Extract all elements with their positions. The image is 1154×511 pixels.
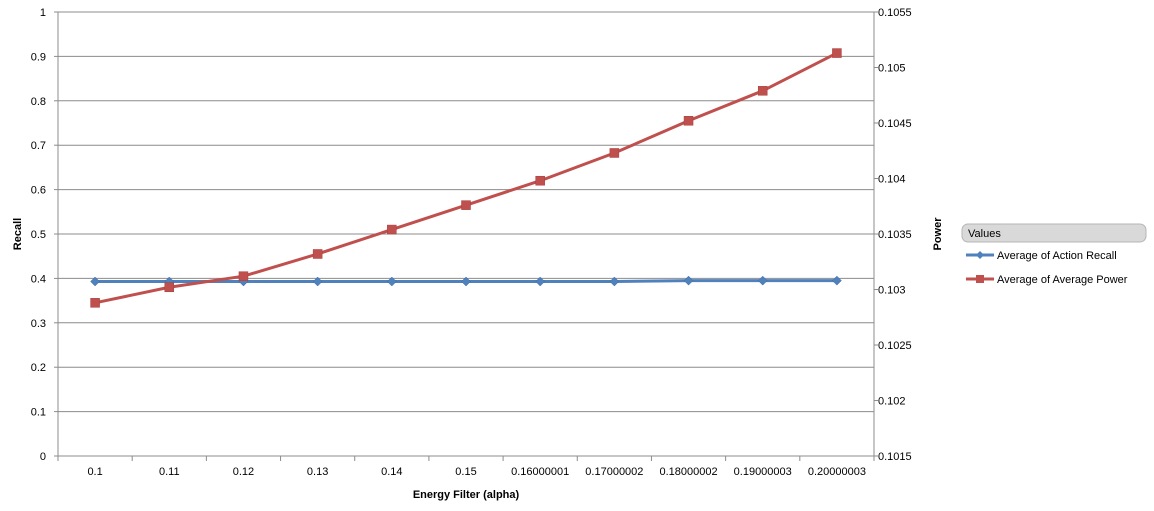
data-point — [386, 276, 397, 287]
y-tick-label: 0.2 — [31, 362, 46, 374]
y2-tick-label: 0.1015 — [878, 451, 912, 463]
y2-tick-label: 0.102 — [878, 396, 906, 408]
data-point — [683, 275, 694, 286]
y-tick-label: 0.5 — [31, 229, 46, 241]
y-tick-label: 0.7 — [31, 140, 46, 152]
y-tick-label: 0.9 — [31, 51, 46, 63]
y-tick-label: 1 — [40, 7, 46, 19]
x-tick-label: 0.18000002 — [659, 466, 717, 478]
y-tick-label: 0.4 — [31, 273, 46, 285]
y2-tick-label: 0.1025 — [878, 340, 912, 352]
x-tick-label: 0.11 — [159, 466, 180, 478]
x-tick-label: 0.17000002 — [585, 466, 643, 478]
data-point — [832, 48, 842, 58]
legend: Values Average of Action Recall Average o… — [961, 223, 1147, 286]
tick-labels: 0 0.1 0.2 0.3 0.4 0.5 0.6 0.7 0.8 0.9 1 0.1015 0.102… — [31, 7, 912, 478]
y-tick-label: 0 — [40, 451, 46, 463]
x-tick-label: 0.12 — [233, 466, 254, 478]
legend-item: Average of Action Recall — [966, 250, 1117, 262]
x-tick-label: 0.13 — [307, 466, 328, 478]
y-tick-label: 0.8 — [31, 96, 46, 108]
legend-header-bg — [961, 223, 1147, 243]
gridlines — [58, 11, 874, 457]
series-line — [94, 51, 838, 305]
y2-tick-label: 0.1035 — [878, 229, 912, 241]
data-point — [609, 276, 620, 287]
legend-label: Average of Action Recall — [997, 250, 1117, 262]
y-axis-title: Recall — [12, 218, 24, 250]
x-axis-title: Energy Filter (alpha) — [413, 489, 520, 501]
x-tick-label: 0.20000003 — [808, 466, 866, 478]
data-point — [387, 224, 397, 235]
y2-tick-label: 0.1055 — [878, 7, 912, 19]
x-tick-label: 0.16000001 — [511, 466, 569, 478]
data-point — [90, 276, 100, 287]
data-point — [757, 275, 768, 286]
data-point — [535, 175, 545, 186]
data-point — [683, 116, 694, 126]
data-point — [757, 86, 768, 96]
legend-item: Average of Average Power — [966, 274, 1128, 286]
legend-marker — [976, 251, 984, 259]
legend-title: Values — [968, 228, 1001, 240]
series-2 — [90, 48, 842, 308]
data-point — [164, 282, 175, 293]
x-tick-label: 0.19000003 — [734, 466, 792, 478]
data-point — [535, 276, 546, 287]
data-point — [461, 276, 471, 287]
x-tick-label: 0.15 — [455, 466, 476, 478]
y2-tick-label: 0.104 — [878, 174, 906, 186]
y2-tick-label: 0.103 — [878, 285, 906, 297]
y2-tick-label: 0.105 — [878, 63, 906, 75]
series-layer — [90, 48, 842, 308]
axes — [54, 11, 878, 461]
data-point — [832, 275, 842, 286]
data-point — [609, 148, 620, 158]
data-point — [238, 271, 249, 281]
data-point — [312, 249, 323, 259]
data-point — [461, 200, 471, 210]
y-tick-label: 0.1 — [31, 407, 46, 419]
y-tick-label: 0.6 — [31, 185, 46, 197]
legend-label: Average of Average Power — [997, 274, 1128, 286]
data-point — [312, 276, 323, 287]
data-point — [90, 298, 100, 308]
y2-axis-title: Power — [932, 217, 944, 251]
series-1 — [90, 275, 842, 287]
x-tick-label: 0.14 — [381, 466, 402, 478]
legend-marker — [976, 275, 984, 283]
y2-tick-label: 0.1045 — [878, 118, 912, 130]
y-tick-label: 0.3 — [31, 318, 46, 330]
x-tick-label: 0.1 — [87, 466, 102, 478]
